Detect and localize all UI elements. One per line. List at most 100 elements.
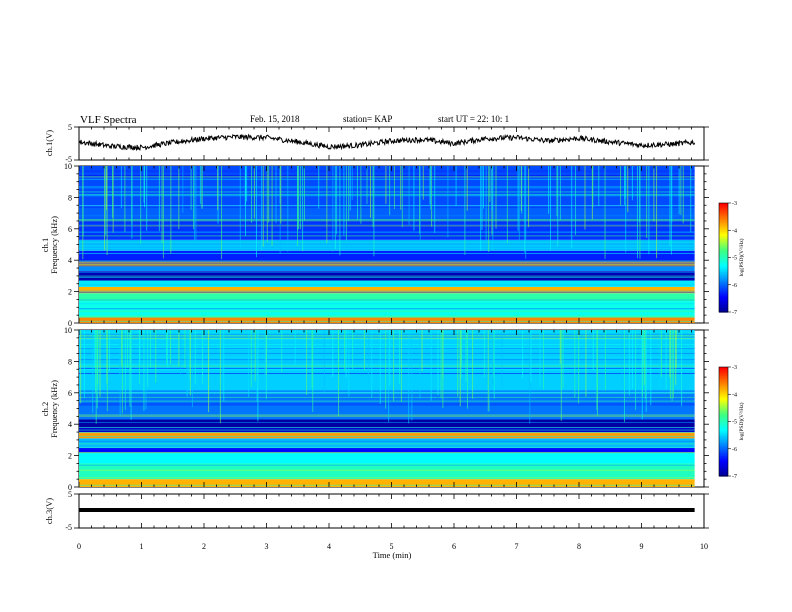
spectrogram-streak	[661, 330, 663, 377]
spectrogram-line	[79, 435, 695, 437]
colorbar-cell	[719, 372, 728, 375]
spectrogram-streak	[360, 166, 362, 224]
spectrogram-line	[79, 364, 695, 366]
spectrogram-streak	[178, 330, 180, 367]
colorbar-tick-label: -4	[732, 392, 737, 398]
spectrogram-streak	[244, 166, 246, 237]
spectrogram-streak	[486, 330, 488, 384]
spectrogram-streak	[623, 330, 625, 423]
spectrogram-line	[79, 220, 695, 222]
colorbar-cell	[719, 242, 728, 246]
spectrogram-streak	[190, 166, 192, 210]
spectrogram-line	[79, 252, 695, 254]
spectrogram-streak	[429, 166, 431, 205]
colorbar-cell	[719, 248, 728, 251]
spectrogram-line	[79, 484, 695, 486]
spectrogram-band	[79, 293, 695, 302]
y-tick-label: -5	[65, 523, 72, 532]
y-tick-label: 0	[68, 319, 72, 328]
chart-title: VLF Spectra	[80, 114, 137, 126]
x-tick-label: 6	[452, 542, 456, 551]
colorbar-cell	[719, 459, 728, 463]
colorbar-cell	[719, 443, 728, 446]
spectrogram-streak	[166, 330, 168, 364]
colorbar-cell	[719, 224, 728, 228]
start-time-label: start UT = 22: 10: 1	[438, 114, 509, 124]
spectrogram-streak	[682, 166, 684, 224]
colorbar-cell	[719, 250, 728, 253]
spectrogram-streak	[280, 166, 282, 224]
spectrogram-streak	[275, 166, 277, 224]
colorbar-cell	[719, 390, 728, 394]
colorbar-cell	[719, 423, 728, 426]
spectrogram-line	[79, 176, 695, 178]
spectrogram-streak	[408, 330, 410, 424]
colorbar-cell	[719, 293, 728, 297]
colorbar-cell	[719, 252, 728, 255]
spectrogram-line	[79, 191, 695, 193]
ch2-spectrogram	[79, 330, 695, 487]
spectrogram-line	[79, 280, 695, 282]
spectrogram-streak	[112, 166, 114, 233]
spectrogram-streak	[94, 330, 96, 393]
x-tick-label: 0	[77, 542, 81, 551]
y-tick-label: 10	[64, 162, 72, 171]
colorbar-cell	[719, 268, 728, 271]
spectrogram-streak	[264, 330, 266, 375]
colorbar-cell	[719, 222, 728, 226]
spectrogram-streak	[297, 166, 299, 246]
colorbar-cell	[719, 417, 728, 421]
spectrogram-streak	[422, 166, 424, 200]
spectrogram-streak	[121, 330, 123, 366]
colorbar-cell	[719, 474, 728, 477]
spectrogram-line	[79, 178, 695, 180]
spectrogram-streak	[604, 330, 606, 391]
spectrogram-streak	[367, 330, 369, 383]
colorbar-cell	[719, 304, 728, 308]
ch1-spectrogram-ylabel: ch.1 Frequency (kHz)	[40, 216, 59, 274]
colorbar-cell	[719, 456, 728, 459]
svg-text:ch.2: ch.2	[40, 402, 50, 416]
spectrogram-streak	[246, 166, 248, 202]
colorbar-cell	[719, 394, 728, 397]
spectrogram-streak	[678, 166, 680, 215]
spectrogram-band	[79, 266, 695, 272]
spectrogram-streak	[400, 330, 402, 402]
spectrogram-line	[79, 247, 695, 249]
spectrogram-line	[79, 315, 695, 317]
colorbar-cell	[719, 392, 728, 395]
colorbar-cell	[719, 217, 728, 220]
spectrogram-streak	[345, 166, 347, 241]
colorbar-cell	[719, 383, 728, 386]
spectrogram-streak	[129, 330, 131, 407]
colorbar-cell	[719, 414, 728, 417]
spectrogram-streak	[120, 166, 122, 209]
spectrogram-streak	[109, 330, 111, 372]
spectrogram-band	[79, 317, 695, 323]
spectrogram-streak	[184, 330, 186, 368]
spectrogram-line	[79, 308, 695, 310]
spectrogram-streak	[251, 166, 253, 223]
colorbar-cell	[719, 228, 728, 231]
spectrogram-band	[79, 205, 695, 221]
colorbar-cell	[719, 308, 728, 311]
spectrogram-streak	[466, 330, 468, 409]
spectrogram-band	[79, 447, 695, 453]
spectrogram-line	[79, 284, 695, 286]
spectrogram-streak	[641, 330, 643, 397]
spectrogram-streak	[419, 330, 421, 399]
spectrogram-streak	[221, 166, 223, 260]
spectrogram-streak	[483, 330, 485, 378]
spectrogram-streak	[585, 330, 587, 397]
spectrogram-streak	[149, 330, 151, 368]
colorbar-cell	[719, 226, 728, 230]
colorbar-cell	[719, 445, 728, 448]
spectrogram-line	[79, 265, 695, 267]
svg-text:Frequency (kHz): Frequency (kHz)	[49, 216, 59, 274]
spectrogram-streak	[434, 166, 436, 233]
spectrogram-band	[79, 280, 695, 287]
spectrogram-streak	[430, 166, 432, 210]
spectrogram-streak	[621, 330, 623, 387]
y-tick-label: 0	[68, 483, 72, 492]
spectrogram-line	[79, 175, 695, 177]
